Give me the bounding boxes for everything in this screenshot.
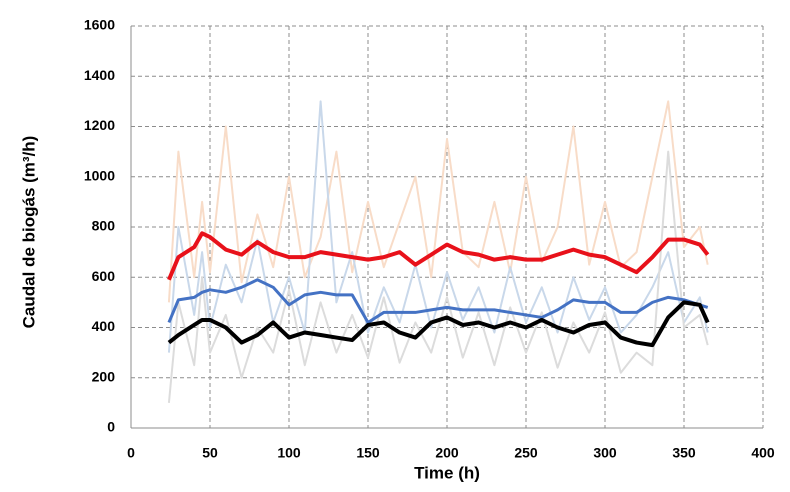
y-tick-label: 200 [92, 368, 116, 384]
x-tick-label: 250 [514, 445, 538, 461]
y-tick-label: 1600 [84, 17, 115, 33]
x-tick-label: 400 [751, 445, 775, 461]
y-tick-label: 0 [107, 419, 115, 435]
x-tick-label: 100 [277, 445, 301, 461]
y-tick-label: 600 [92, 268, 116, 284]
series-line [167, 100, 709, 303]
series-line [167, 278, 709, 324]
y-axis-title: Caudal de biogás (m³/h) [19, 136, 38, 329]
x-tick-label: 300 [593, 445, 617, 461]
y-tick-label: 1200 [84, 117, 115, 133]
x-tick-label: 150 [356, 445, 380, 461]
y-tick-label: 400 [92, 318, 116, 334]
y-tick-label: 800 [92, 218, 116, 234]
x-tick-label: 50 [202, 445, 218, 461]
series-line [167, 150, 709, 403]
series-line [167, 231, 710, 281]
x-tick-label: 350 [672, 445, 696, 461]
x-tick-label: 0 [127, 445, 135, 461]
series-line [167, 300, 710, 348]
x-tick-label: 200 [435, 445, 459, 461]
series-line [167, 100, 709, 353]
y-tick-label: 1000 [84, 167, 115, 183]
x-axis-title: Time (h) [414, 463, 480, 482]
y-tick-label: 1400 [84, 67, 115, 83]
